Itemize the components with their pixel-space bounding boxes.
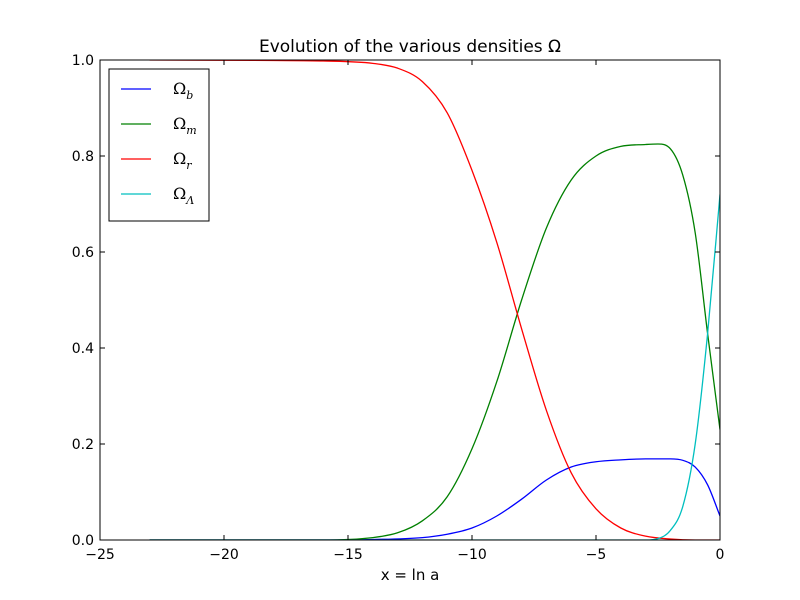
series-line-1 bbox=[149, 143, 720, 540]
x-tick-label: −10 bbox=[457, 547, 487, 563]
x-tick-label: −15 bbox=[333, 547, 363, 563]
x-tick-label: −25 bbox=[85, 547, 115, 563]
series-line-3 bbox=[149, 194, 720, 540]
legend-label: Ωr bbox=[173, 149, 192, 172]
x-tick-label: 0 bbox=[716, 547, 725, 563]
y-tick-label: 0.4 bbox=[72, 341, 94, 357]
y-tick-label: 0.0 bbox=[72, 533, 94, 549]
legend: Ωb Ωm Ωr ΩΛ bbox=[108, 68, 210, 222]
series-layer bbox=[149, 60, 720, 540]
x-tick-label: −5 bbox=[586, 547, 607, 563]
chart-title: Evolution of the various densities Ω bbox=[259, 37, 561, 57]
y-tick-label: 1.0 bbox=[72, 53, 94, 69]
y-tick-label: 0.2 bbox=[72, 437, 94, 453]
legend-box bbox=[108, 68, 210, 222]
plot-frame bbox=[99, 59, 721, 541]
x-tick-label: −20 bbox=[209, 547, 239, 563]
y-tick-label: 0.6 bbox=[72, 245, 94, 261]
series-line-2 bbox=[149, 60, 720, 540]
legend-label: Ωb bbox=[173, 79, 193, 102]
y-tick-label: 0.8 bbox=[72, 149, 94, 165]
legend-label: Ωm bbox=[173, 114, 197, 137]
ticks-layer: −25 −20 −15 −10 −5 0 0.0 0.2 0.4 0.6 0.8 1.0 bbox=[72, 53, 725, 563]
series-line-0 bbox=[149, 458, 720, 540]
x-axis-label: x = ln a bbox=[381, 566, 440, 584]
legend-label: ΩΛ bbox=[173, 184, 194, 207]
